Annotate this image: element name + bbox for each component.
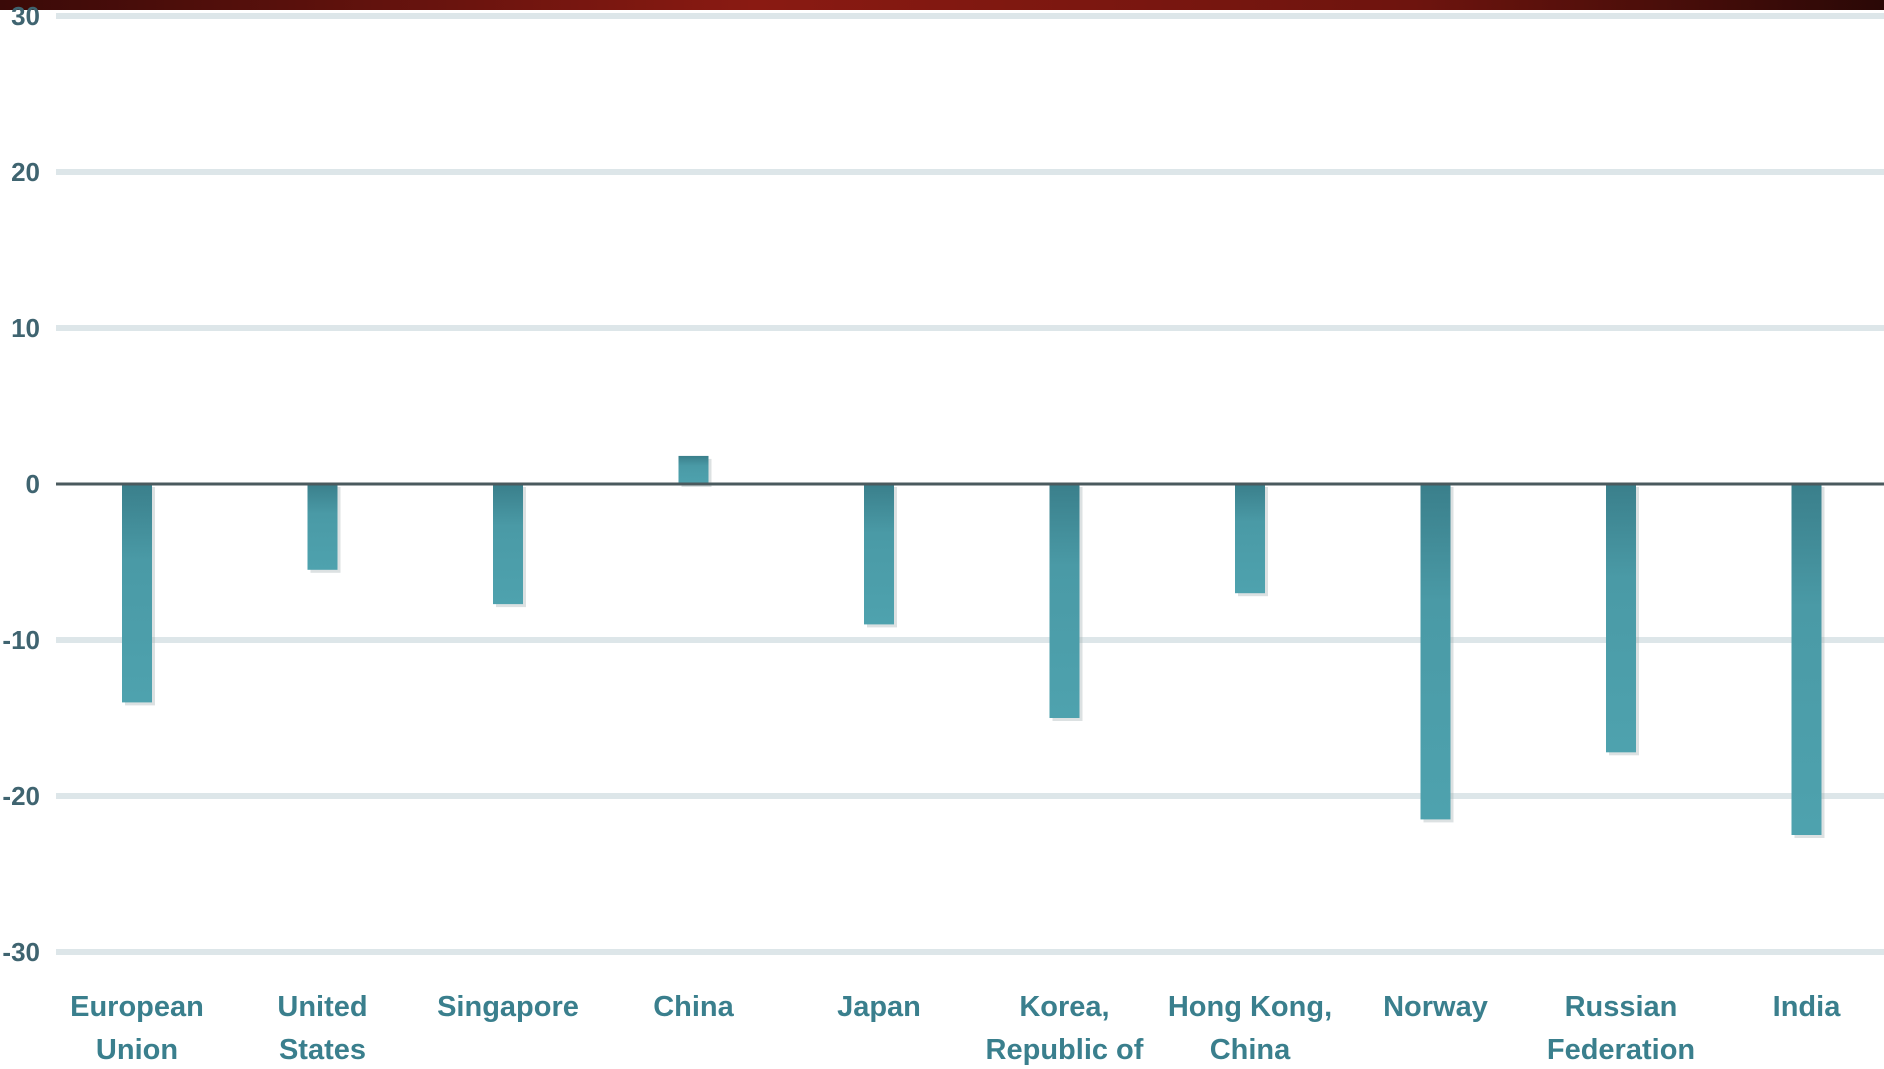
bar [1791, 484, 1822, 835]
y-tick-label: 20 [11, 157, 40, 187]
bar [1606, 484, 1636, 753]
category-label: Norway [1383, 991, 1488, 1023]
category-label: Republic of [986, 1034, 1144, 1066]
category-label: China [1210, 1034, 1291, 1066]
bar [493, 484, 523, 605]
category-label: Korea, [1019, 991, 1109, 1023]
category-label: Japan [837, 991, 921, 1023]
gridlines [56, 13, 1884, 955]
category-label: United [277, 991, 367, 1023]
y-tick-label: -20 [2, 781, 40, 811]
bar [864, 484, 894, 625]
y-tick-label: 10 [11, 313, 40, 343]
category-label: India [1773, 991, 1842, 1023]
x-axis-categories: European Union United States Singapore China J… [70, 991, 1841, 1066]
y-tick-label: -10 [2, 625, 40, 655]
y-axis-ticks: 30 20 10 0 -10 -20 -30 [2, 1, 40, 967]
category-label: Singapore [437, 991, 579, 1023]
category-label: China [653, 991, 734, 1023]
category-label: Hong Kong, [1168, 991, 1332, 1023]
y-tick-label: 0 [26, 469, 40, 499]
header-band [0, 0, 1884, 10]
bar [122, 484, 152, 703]
bar [678, 455, 709, 484]
category-label: States [279, 1034, 366, 1066]
category-label: Union [96, 1034, 178, 1066]
y-tick-label: -30 [2, 937, 40, 967]
bar [307, 484, 338, 570]
bar [1420, 484, 1451, 820]
bar [1235, 484, 1265, 594]
category-label: Federation [1547, 1034, 1695, 1066]
y-tick-label: 30 [11, 1, 40, 31]
bars [122, 455, 1825, 838]
bar [1049, 484, 1080, 718]
category-label: Russian [1565, 991, 1678, 1023]
category-label: European [70, 991, 204, 1023]
